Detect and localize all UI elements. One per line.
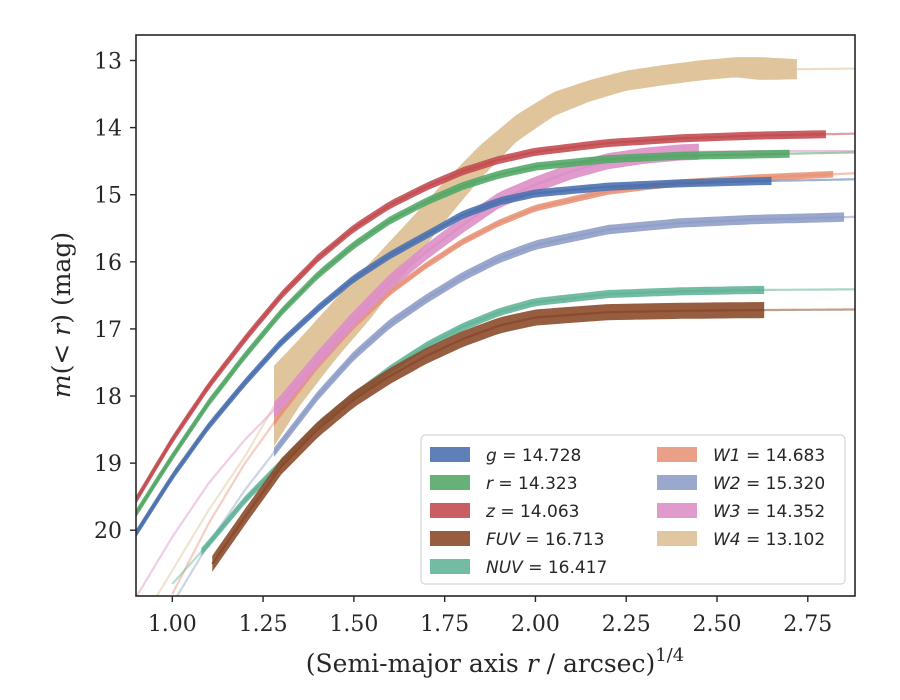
legend-entry-r: r = 14.323 — [430, 474, 578, 494]
series-line — [211, 309, 765, 565]
legend-label: W2 = 15.320 — [713, 474, 825, 494]
legend-entry-w4: W4 = 13.102 — [657, 530, 825, 550]
legend-label: NUV = 16.417 — [486, 558, 607, 578]
legend-entry-w2: W2 = 15.320 — [657, 474, 825, 494]
series-faded-segment — [833, 172, 855, 176]
legend-swatch — [657, 531, 697, 546]
legend-swatch — [430, 447, 470, 462]
plot-frame — [135, 34, 856, 597]
legend-label: W4 = 13.102 — [713, 530, 825, 550]
legend-swatch — [430, 531, 470, 546]
legend-swatch — [430, 559, 470, 574]
legend-label: FUV = 16.713 — [486, 530, 604, 550]
legend-frame — [420, 434, 846, 585]
legend-label: r = 14.323 — [486, 474, 578, 494]
series-layer — [136, 57, 855, 596]
y-axis-title: m(< r) (mag) — [47, 232, 76, 398]
series-w4 — [155, 57, 855, 596]
series-fuv — [211, 302, 855, 572]
x-tick-label: 2.50 — [693, 612, 742, 637]
legend-entry-w3: W3 = 14.352 — [657, 502, 825, 522]
series-line — [136, 179, 772, 535]
y-tick-label: 14 — [94, 117, 122, 142]
series-faded-segment — [789, 151, 855, 155]
legend-entry-nuv: NUV = 16.417 — [430, 558, 607, 578]
series-faded-segment — [171, 550, 203, 585]
legend-swatch — [657, 503, 697, 518]
x-tick-label: 1.00 — [148, 612, 197, 637]
legend: g = 14.728 r = 14.323 z = 14.063 FUV = 16.7… — [420, 434, 846, 585]
x-tick-label: 2.25 — [602, 612, 651, 637]
series-faded-segment — [825, 132, 855, 136]
series-faded-segment — [155, 405, 275, 596]
series-g — [136, 176, 855, 538]
legend-swatch — [657, 447, 697, 462]
legend-label: W3 = 14.352 — [713, 502, 825, 522]
x-tick-label: 2.75 — [783, 612, 832, 637]
legend-label: W1 = 14.683 — [713, 446, 825, 466]
series-r — [136, 149, 855, 518]
series-faded-segment — [764, 308, 855, 312]
series-z — [136, 130, 855, 505]
legend-swatch — [430, 475, 470, 490]
x-tick-label: 2.00 — [511, 612, 560, 637]
series-faded-segment — [171, 422, 275, 595]
y-tick-label: 16 — [94, 251, 122, 276]
series-faded-segment — [796, 67, 855, 71]
series-line — [136, 133, 826, 501]
x-tick-label: 1.75 — [420, 612, 469, 637]
x-tick-label: 1.50 — [329, 612, 378, 637]
legend-label: g = 14.728 — [486, 446, 581, 466]
legend-entry-w1: W1 = 14.683 — [657, 446, 825, 466]
legend-entry-g: g = 14.728 — [430, 446, 581, 466]
series-faded-segment — [136, 409, 275, 596]
y-tick-label: 18 — [94, 385, 122, 410]
series-faded-segment — [771, 178, 855, 182]
x-axis-title: (Semi-major axis r / arcsec)1/4 — [306, 645, 684, 678]
y-tick-label: 15 — [94, 184, 122, 209]
series-line — [136, 152, 790, 515]
ticks-layer: 1.00 1.25 1.50 1.75 2.00 2.25 2.50 2.75 13 14 15 16… — [94, 50, 832, 638]
x-tick-label: 1.25 — [239, 612, 288, 637]
series-line — [273, 216, 845, 454]
legend-label: z = 14.063 — [485, 502, 579, 522]
legend-swatch — [430, 503, 470, 518]
y-tick-label: 19 — [94, 452, 122, 477]
series-band — [274, 170, 834, 427]
legend-entry-fuv: FUV = 16.713 — [430, 530, 604, 550]
y-tick-label: 17 — [94, 318, 122, 343]
legend-entry-z: z = 14.063 — [430, 502, 579, 522]
series-faded-segment — [764, 288, 855, 291]
legend-swatch — [657, 475, 697, 490]
y-tick-label: 20 — [94, 519, 122, 544]
y-tick-label: 13 — [94, 50, 122, 75]
